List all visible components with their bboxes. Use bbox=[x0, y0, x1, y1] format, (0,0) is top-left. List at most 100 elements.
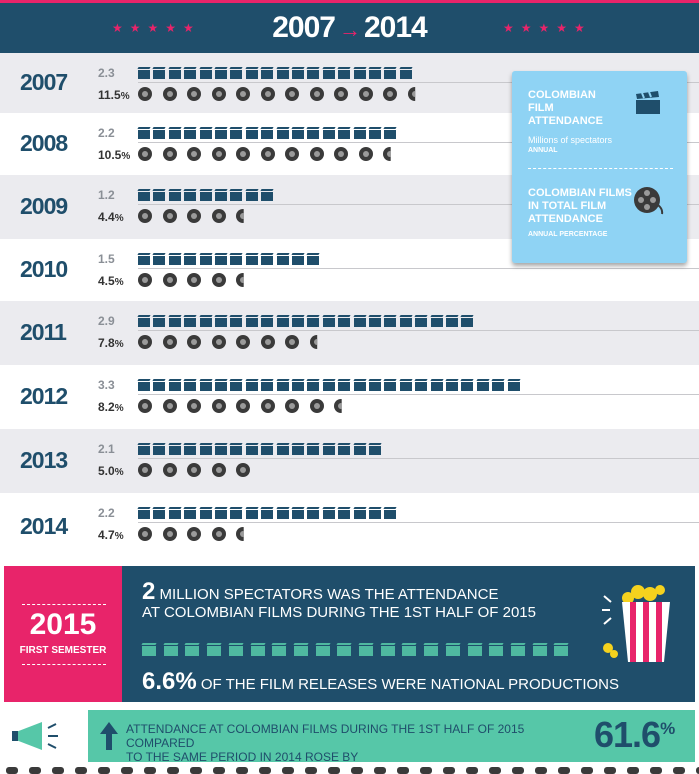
clapperboard-icon bbox=[399, 70, 412, 79]
clapperboard-icon bbox=[384, 382, 397, 391]
share-value: 8.2% bbox=[98, 400, 124, 414]
film-strip-hole bbox=[351, 767, 363, 774]
clapperboard-icon bbox=[276, 130, 289, 139]
clapperboard-icon bbox=[184, 70, 197, 79]
clapperboard-icon bbox=[353, 70, 366, 79]
legend-attendance-subtitle: Millions of spectators bbox=[528, 135, 613, 145]
film-strip-hole bbox=[6, 767, 18, 774]
film-strip-hole bbox=[374, 767, 386, 774]
clapperboard-icon bbox=[353, 130, 366, 139]
clapperboard-icon bbox=[338, 382, 351, 391]
film-reel-icon bbox=[334, 147, 348, 161]
clapperboard-icon bbox=[507, 382, 520, 391]
clapperboard-icon bbox=[168, 130, 181, 139]
clapperboard-icon bbox=[138, 130, 150, 139]
attendance-value: 2.9 bbox=[98, 314, 115, 328]
film-reel-icon bbox=[187, 147, 201, 161]
clapperboard-icon bbox=[532, 646, 547, 656]
clapperboard-icon bbox=[261, 446, 274, 455]
row-divider bbox=[138, 394, 699, 395]
clapperboard-icon bbox=[338, 510, 351, 519]
film-reel-icon bbox=[187, 527, 201, 541]
film-reel-icon bbox=[236, 87, 250, 101]
film-strip-hole bbox=[98, 767, 110, 774]
row-divider bbox=[138, 458, 699, 459]
film-strip-hole bbox=[305, 767, 317, 774]
clapperboard-icon bbox=[338, 130, 351, 139]
clapperboard-icon bbox=[184, 382, 197, 391]
share-value: 5.0% bbox=[98, 464, 124, 478]
film-reel-icon bbox=[260, 147, 275, 161]
clapperboard-icon bbox=[322, 130, 335, 139]
clapperboard-icon bbox=[168, 446, 181, 455]
film-strip-hole bbox=[443, 767, 455, 774]
row-divider bbox=[138, 522, 699, 523]
film-reel-icon bbox=[138, 463, 152, 477]
clapperboard-icon bbox=[138, 510, 150, 519]
clapperboard-icon bbox=[215, 192, 227, 201]
clapperboard-icon bbox=[276, 256, 289, 265]
clapperboard-icon bbox=[228, 646, 243, 656]
film-reel-icon bbox=[211, 463, 226, 477]
rise-percent-sign: % bbox=[660, 719, 675, 738]
clapperboard-icon bbox=[384, 130, 397, 139]
clapperboard-icon bbox=[446, 318, 458, 327]
clapperboard-icon bbox=[261, 130, 274, 139]
arrow-icon: → bbox=[339, 17, 361, 42]
clapperboard-icon bbox=[215, 510, 227, 519]
film-reel-icon bbox=[138, 399, 152, 413]
film-reel-icon bbox=[211, 335, 226, 349]
film-strip-hole bbox=[328, 767, 340, 774]
row-divider bbox=[138, 204, 699, 205]
film-reel-icon bbox=[285, 87, 299, 101]
clapperboard-icon bbox=[307, 130, 320, 139]
clapperboard-icon bbox=[338, 318, 351, 327]
attendance-value: 2.2 bbox=[98, 506, 115, 520]
film-strip-hole bbox=[489, 767, 501, 774]
row-divider bbox=[138, 82, 699, 83]
clapperboard-icon bbox=[292, 318, 304, 327]
clapperboard-icon bbox=[250, 646, 265, 656]
clapperboard-icon bbox=[261, 256, 274, 265]
clapperboard-icon bbox=[307, 446, 320, 455]
clapperboard-icon bbox=[245, 446, 258, 455]
clapperboard-icon bbox=[322, 382, 335, 391]
clapperboard-icon bbox=[245, 192, 258, 201]
clapperboard-icon bbox=[369, 446, 381, 455]
clapperboard-icon bbox=[230, 192, 243, 201]
clapperboard-icon bbox=[445, 646, 460, 656]
megaphone-icon bbox=[12, 722, 58, 750]
clapperboard-icon bbox=[322, 446, 335, 455]
film-reel-icon bbox=[285, 399, 299, 413]
clapperboard-icon bbox=[215, 318, 227, 327]
film-reel-icon bbox=[211, 87, 226, 101]
clapperboard-icon bbox=[369, 510, 381, 519]
film-reel-icon bbox=[138, 209, 152, 223]
clapperboard-icon bbox=[492, 382, 505, 391]
attendance-value: 3.3 bbox=[98, 378, 115, 392]
film-reel-icon bbox=[211, 147, 226, 161]
clapperboard-icon bbox=[359, 646, 373, 656]
clapperboard-icon bbox=[489, 646, 504, 656]
up-arrow-icon bbox=[100, 722, 118, 750]
clapperboard-icon bbox=[207, 646, 222, 656]
clapperboard-icon bbox=[307, 318, 320, 327]
film-reel-icon bbox=[187, 87, 201, 101]
film-reel-icon bbox=[334, 87, 348, 101]
clapperboard-icon bbox=[153, 256, 166, 265]
clapperboard-icon bbox=[261, 192, 274, 201]
year-label: 2007 bbox=[20, 69, 68, 95]
clapperboard-icon bbox=[215, 382, 227, 391]
clapperboard-icon bbox=[467, 646, 482, 656]
clapperboard-icon bbox=[153, 70, 166, 79]
rise-value: 61.6% bbox=[594, 714, 675, 756]
clapperboard-icon bbox=[245, 256, 258, 265]
clapperboard-icon bbox=[292, 446, 304, 455]
clapperboard-icon bbox=[337, 646, 352, 656]
share-value: 7.8% bbox=[98, 336, 124, 350]
clapperboard-icon bbox=[199, 318, 212, 327]
year-label: 2009 bbox=[20, 193, 68, 219]
legend-share-period: ANNUAL PERCENTAGE bbox=[528, 231, 608, 238]
legend-box: COLOMBIAN FILM ATTENDANCE Millions of sp… bbox=[512, 71, 687, 263]
clapperboard-icon bbox=[215, 70, 227, 79]
